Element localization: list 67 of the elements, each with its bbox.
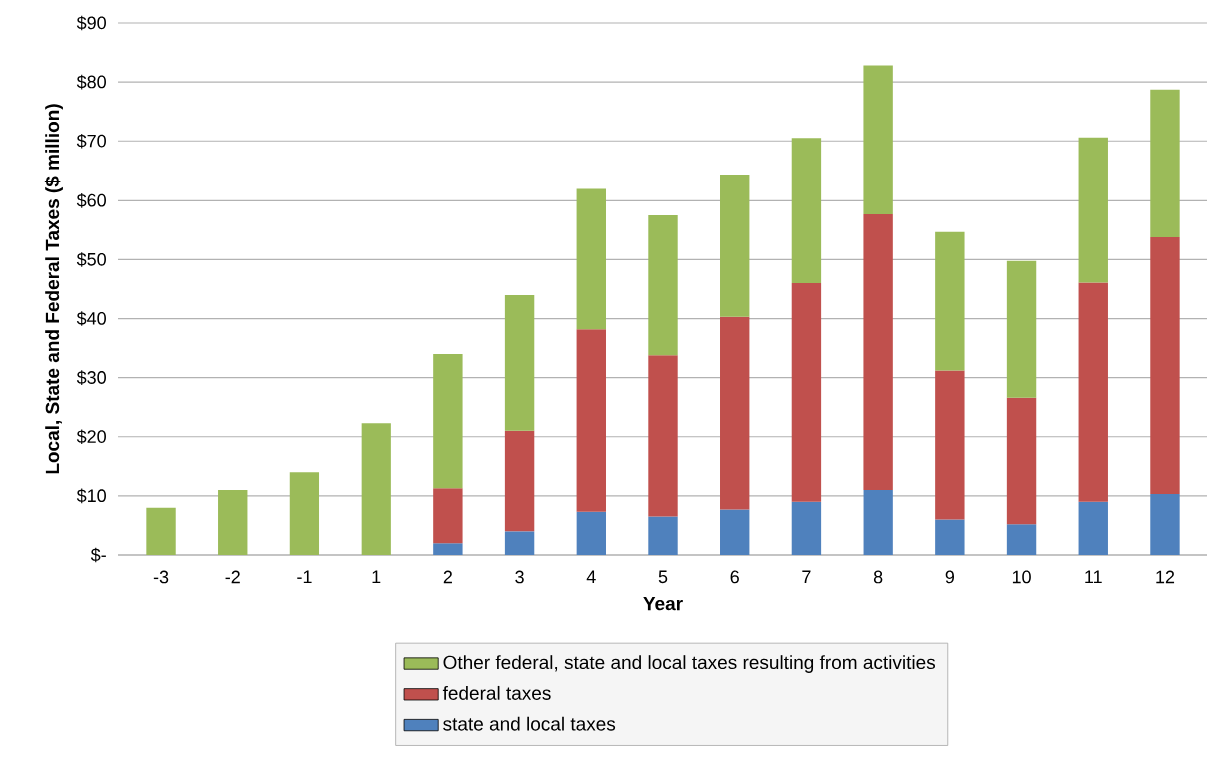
bar [648, 516, 678, 555]
bar [1078, 282, 1108, 502]
x-tick-label: 7 [802, 570, 811, 583]
bar [504, 531, 535, 555]
bar [648, 215, 678, 356]
bar [289, 472, 320, 555]
bar [361, 423, 391, 555]
bar [935, 370, 965, 520]
bar [863, 213, 893, 490]
bar [433, 543, 463, 555]
bar [935, 231, 965, 371]
bar [791, 138, 822, 284]
legend-label: state and local taxes [443, 716, 616, 731]
bar [1150, 494, 1180, 555]
bar [720, 509, 750, 555]
bar [1006, 524, 1037, 555]
bar [576, 511, 606, 555]
x-tick-label: 3 [515, 570, 524, 584]
x-tick-label: 1 [372, 570, 381, 583]
bar [720, 174, 750, 317]
y-tick-label: $80 [76, 74, 106, 90]
x-tick-label: -2 [225, 570, 240, 584]
bar [935, 519, 965, 555]
bar [1150, 236, 1180, 495]
y-tick-label: $40 [76, 311, 106, 326]
bar [1006, 397, 1037, 525]
bar [218, 489, 248, 555]
y-tick-label: $90 [76, 15, 106, 31]
y-tick-label: $20 [76, 429, 106, 445]
y-tick-label: $60 [76, 193, 106, 208]
bar [1078, 501, 1108, 555]
bar [648, 355, 678, 517]
bar [504, 294, 535, 431]
bar [504, 430, 535, 532]
bar [576, 329, 606, 512]
x-tick-label: 4 [586, 570, 596, 583]
legend-label: Other federal, state and local taxes resulting from activities [443, 655, 936, 673]
y-axis-title: Local, State and Federal Taxes ($ million) [44, 104, 63, 474]
y-tick-label: $- [90, 547, 106, 563]
bar [863, 489, 893, 555]
bar [576, 188, 606, 330]
y-tick-label: $10 [76, 488, 106, 504]
x-tick-label: 9 [945, 570, 954, 584]
x-tick-label: -3 [153, 570, 169, 584]
x-tick-label: 6 [730, 570, 739, 584]
bar [1078, 137, 1108, 283]
x-tick-label: 8 [873, 570, 883, 584]
x-tick-label: 5 [658, 570, 668, 584]
y-tick-label: $70 [76, 133, 106, 149]
bar [863, 65, 893, 214]
bar [791, 283, 822, 502]
x-tick-label: 11 [1085, 570, 1102, 583]
y-tick-label: $50 [76, 252, 106, 267]
bar [1150, 89, 1180, 237]
bar [433, 488, 463, 544]
bar [433, 354, 463, 489]
x-tick-label: 10 [1012, 570, 1031, 584]
bar [791, 501, 822, 555]
bar [146, 507, 176, 555]
legend-label: federal taxes [442, 685, 551, 700]
x-axis-title: Year [643, 597, 683, 611]
x-tick-label: 2 [443, 570, 452, 584]
bar [720, 316, 750, 510]
bar [1006, 260, 1037, 398]
x-tick-label: 12 [1156, 570, 1175, 584]
y-tick-label: $30 [76, 370, 106, 385]
x-tick-label: -1 [297, 570, 312, 583]
